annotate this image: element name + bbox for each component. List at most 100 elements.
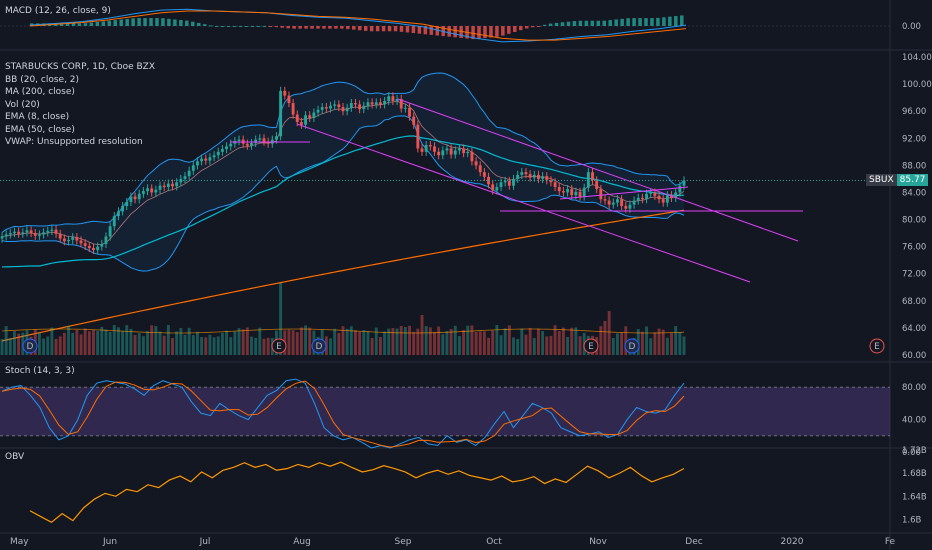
- volume-bar: [137, 333, 141, 355]
- obv-tick-label: 1.6B: [902, 515, 922, 525]
- candle-body: [50, 229, 54, 232]
- macd-histogram-bar: [459, 26, 463, 38]
- candle-body: [478, 165, 482, 173]
- macd-histogram-bar: [262, 26, 267, 27]
- volume-bar: [462, 330, 466, 355]
- macd-histogram-bar: [650, 18, 654, 26]
- candle-body: [412, 116, 416, 125]
- volume-bar: [196, 331, 199, 355]
- candle-body: [420, 148, 424, 152]
- volume-bar: [474, 331, 478, 355]
- candle-body: [374, 102, 378, 105]
- macd-histogram-bar: [280, 26, 284, 28]
- macd-histogram-bar: [226, 26, 231, 27]
- candle-body: [607, 200, 611, 205]
- volume-bar: [387, 328, 391, 355]
- volume-bar: [92, 329, 95, 355]
- candle-body: [491, 184, 495, 191]
- macd-histogram-bar: [471, 26, 475, 40]
- candle-body: [578, 191, 582, 197]
- macd-histogram-bar: [113, 20, 117, 26]
- ema8-legend: EMA (8, close): [5, 112, 70, 122]
- volume-bar: [499, 335, 503, 355]
- macd-histogram-bar: [644, 18, 648, 26]
- candle-body: [366, 102, 370, 106]
- macd-histogram-bar: [572, 21, 577, 26]
- candle-body: [441, 150, 445, 156]
- volume-bar: [162, 335, 166, 355]
- stoch-legend: Stoch (14, 3, 3): [5, 366, 75, 376]
- obv-tick-label: 1.68B: [902, 469, 927, 479]
- volume-bar: [374, 327, 378, 355]
- stoch-tick-label: 0.00: [902, 448, 921, 458]
- candle-body: [100, 243, 104, 247]
- volume-bar: [291, 330, 295, 355]
- dividend-marker-circle: [22, 338, 38, 354]
- macd-histogram-bar: [358, 26, 362, 31]
- candle-body: [399, 98, 403, 109]
- candle-body: [295, 114, 299, 123]
- candle-body: [345, 107, 349, 112]
- macd-histogram-bar: [304, 26, 308, 29]
- macd-histogram-bar: [417, 26, 422, 34]
- volume-bar: [0, 339, 4, 355]
- volume-bar: [620, 332, 624, 355]
- candle-body: [245, 143, 249, 146]
- macd-histogram-bar: [584, 20, 589, 26]
- volume-bar: [470, 325, 474, 355]
- candle-body: [112, 216, 116, 227]
- trend-line: [559, 186, 689, 200]
- macd-histogram-bar: [298, 26, 302, 29]
- x-axis-label: Oct: [486, 537, 502, 547]
- candle-body: [512, 178, 515, 186]
- stoch-band: [0, 387, 890, 436]
- earnings-marker-circle: [583, 338, 599, 354]
- volume-bar: [640, 331, 644, 355]
- x-axis-label: Dec: [685, 537, 702, 547]
- trend-line: [296, 123, 751, 283]
- candle-body: [229, 143, 233, 147]
- volume-bar: [166, 325, 170, 355]
- volume-bar: [491, 330, 495, 355]
- price-tick-label: 60.00: [902, 351, 926, 361]
- macd-histogram-bar: [292, 26, 296, 29]
- volume-bar: [370, 337, 374, 355]
- macd-histogram-bar: [149, 18, 153, 26]
- volume-bar: [649, 338, 653, 355]
- macd-histogram-bar: [429, 26, 434, 35]
- volume-bar: [524, 334, 528, 355]
- obv-legend: OBV: [5, 452, 25, 462]
- volume-bar: [358, 331, 362, 355]
- candle-body: [520, 172, 524, 175]
- macd-histogram-bar: [369, 26, 374, 32]
- vwap-legend: VWAP: Unsupported resolution: [5, 137, 143, 147]
- volume-bar: [541, 331, 545, 355]
- volume-bar: [607, 311, 611, 355]
- volume-bar: [58, 336, 62, 355]
- candle-body: [349, 103, 353, 108]
- volume-bar: [362, 330, 366, 355]
- macd-histogram-bar: [83, 23, 88, 26]
- candle-body: [611, 202, 615, 205]
- candle-body: [549, 180, 553, 183]
- volume-bar: [200, 337, 204, 355]
- candle-body: [212, 155, 216, 158]
- volume-bar: [329, 338, 332, 355]
- volume-bar: [71, 332, 75, 355]
- macd-histogram-bar: [447, 26, 451, 37]
- volume-bar: [354, 330, 357, 355]
- macd-histogram-bar: [334, 26, 338, 29]
- candle-body: [495, 187, 499, 191]
- price-tick-label: 100.00: [902, 80, 932, 90]
- macd-histogram-bar: [626, 18, 630, 26]
- candle-body: [129, 196, 133, 202]
- volume-bar: [341, 326, 345, 355]
- bollinger-band-fill: [2, 72, 684, 272]
- macd-histogram-bar: [578, 20, 583, 26]
- volume-bar: [507, 325, 511, 355]
- candle-body: [653, 192, 657, 196]
- candle-body: [370, 102, 374, 105]
- volume-bar: [133, 335, 137, 355]
- candle-body: [616, 199, 619, 203]
